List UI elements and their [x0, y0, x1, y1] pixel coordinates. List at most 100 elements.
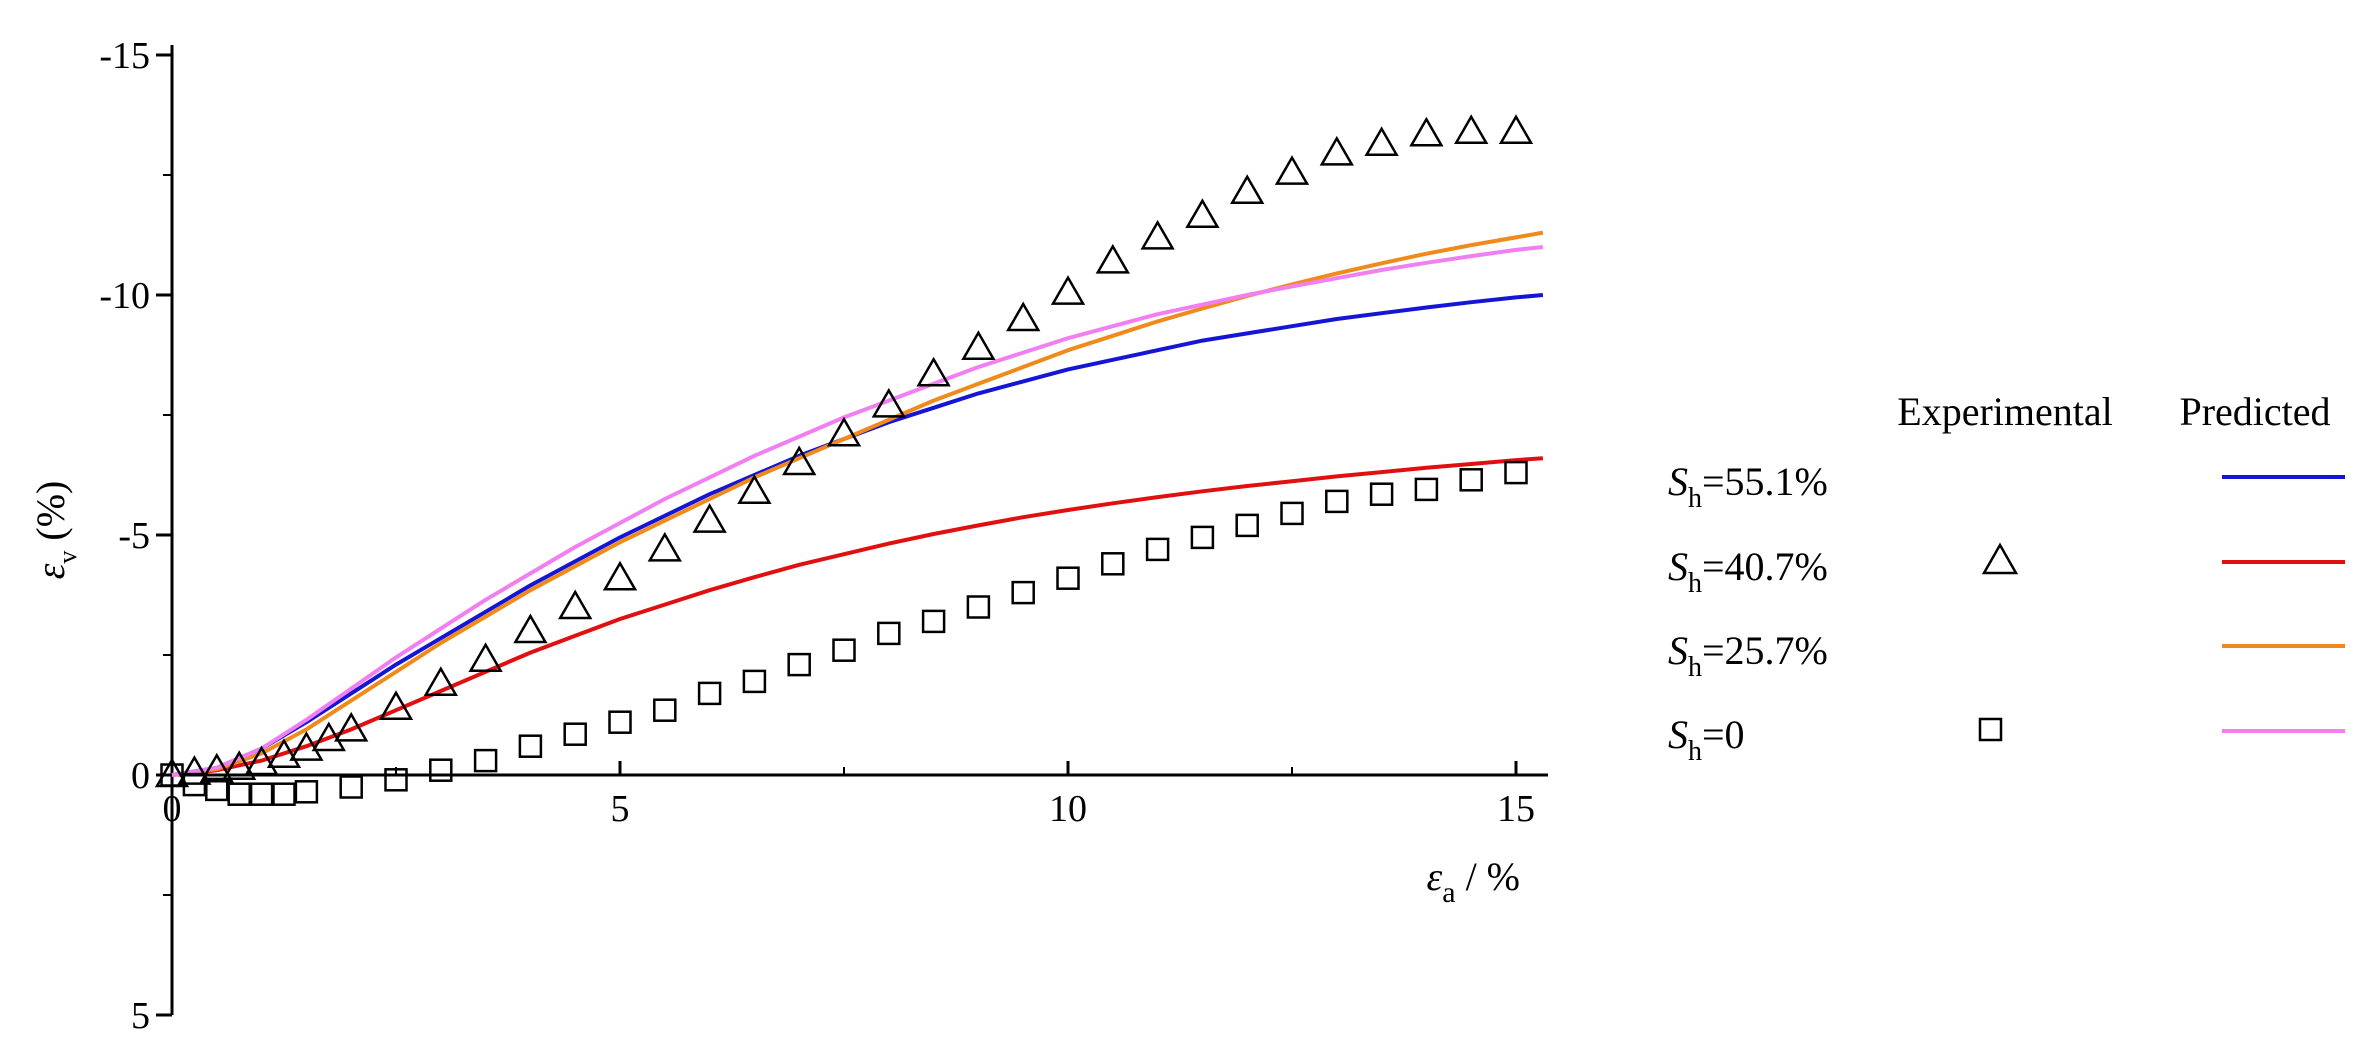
triangle-marker	[961, 330, 996, 361]
triangle-marker	[602, 560, 638, 591]
triangle-marker	[1498, 114, 1534, 145]
square-marker	[473, 748, 498, 773]
square-marker	[1280, 501, 1304, 526]
square-marker	[1101, 552, 1125, 576]
square-marker	[877, 621, 901, 646]
square-marker	[294, 780, 319, 804]
legend-row-2: Sh=40.7%	[1668, 542, 2345, 599]
square-marker	[742, 669, 767, 694]
triangle-marker	[782, 445, 817, 476]
triangle-marker	[468, 642, 503, 673]
square-marker	[1190, 525, 1215, 550]
triangle-marker	[423, 666, 458, 697]
legend-row-3: Sh=25.7%	[1668, 628, 2345, 683]
legend-triangle-marker	[1981, 542, 2019, 575]
triangle-marker	[513, 613, 548, 644]
square-marker	[1414, 477, 1439, 502]
square-marker	[1369, 482, 1394, 506]
triangle-marker	[737, 474, 772, 505]
square-marker	[1011, 580, 1035, 605]
square-marker	[653, 698, 677, 722]
experimental-markers	[154, 114, 1534, 806]
square-marker	[832, 638, 856, 662]
x-tick-label: 15	[1497, 788, 1535, 830]
triangle-marker	[311, 721, 346, 752]
square-marker	[249, 782, 274, 806]
predicted-line-4	[171, 245, 1544, 777]
square-marker	[1056, 566, 1080, 590]
predicted-line-1	[171, 293, 1544, 777]
triangle-marker	[266, 738, 302, 769]
square-marker	[429, 758, 453, 782]
triangle-marker	[916, 356, 951, 387]
square-marker	[160, 763, 184, 787]
x-tick-label: 5	[611, 788, 630, 830]
predicted-curves	[171, 230, 1544, 777]
square-marker	[608, 710, 632, 734]
square-marker	[384, 768, 408, 792]
square-marker	[1459, 468, 1483, 492]
square-marker	[1235, 513, 1259, 538]
x-axis-label: εa / %	[1426, 854, 1520, 909]
legend-header-experimental: Experimental	[1897, 389, 2112, 434]
square-marker	[518, 734, 543, 758]
y-axis-label: εv (%)	[28, 481, 82, 580]
triangle-marker	[222, 750, 257, 781]
legend-label: Sh=0	[1668, 712, 1745, 767]
square-marker	[966, 595, 991, 619]
legend-row-4: Sh=0	[1668, 712, 2345, 767]
y-tick-label: -15	[99, 35, 150, 77]
ticks: 0 5 10 15 -15 -10 -5 0 5	[99, 35, 1535, 1037]
triangle-marker	[1364, 126, 1399, 157]
triangle-marker	[826, 416, 862, 447]
triangle-marker	[692, 503, 727, 533]
x-tick-label: 0	[163, 788, 182, 830]
triangle-marker	[1454, 114, 1489, 145]
square-marker	[921, 609, 946, 634]
triangle-marker	[1006, 301, 1041, 332]
square-marker	[205, 777, 229, 802]
square-marker	[1504, 460, 1528, 485]
triangle-marker	[1274, 155, 1310, 185]
square-marker	[787, 652, 811, 677]
triangle-marker	[1140, 219, 1175, 250]
triangle-marker	[289, 731, 324, 761]
square-marker	[227, 782, 251, 806]
triangle-marker	[334, 711, 369, 742]
predicted-line-3	[171, 230, 1544, 777]
square-marker	[339, 775, 363, 799]
triangle-marker	[244, 745, 279, 776]
axis-labels: εa / % εv (%)	[28, 481, 1520, 909]
legend-square-marker	[1978, 717, 2003, 742]
legend-label: Sh=40.7%	[1668, 544, 1828, 599]
legend-header-predicted: Predicted	[2179, 389, 2330, 434]
square-marker	[563, 722, 587, 746]
y-tick-label: -5	[118, 515, 150, 557]
triangle-marker	[1230, 174, 1265, 205]
y-tick-label: -10	[99, 275, 150, 317]
y-tick-label: 5	[131, 995, 150, 1037]
predicted-line-2	[171, 456, 1544, 777]
triangle-marker	[1185, 198, 1220, 229]
triangle-marker	[1409, 116, 1444, 147]
legend: Experimental Predicted Sh=55.1% Sh=40.7%…	[1668, 389, 2345, 767]
y-tick-label: 0	[131, 755, 150, 797]
square-marker	[1325, 489, 1349, 514]
square-marker	[272, 782, 296, 806]
triangle-marker	[1095, 243, 1130, 274]
square-marker	[697, 681, 722, 706]
legend-label: Sh=55.1%	[1668, 459, 1828, 514]
axes	[170, 45, 1548, 1015]
triangle-marker	[1050, 275, 1086, 305]
triangle-marker	[199, 752, 234, 783]
triangle-marker	[647, 531, 682, 562]
triangle-marker	[558, 589, 593, 620]
triangle-marker	[177, 755, 212, 785]
triangle-marker	[871, 387, 906, 418]
square-marker	[182, 772, 207, 797]
triangle-marker	[378, 690, 414, 721]
legend-label: Sh=25.7%	[1668, 628, 1828, 683]
square-marker	[1145, 537, 1170, 562]
x-tick-label: 10	[1049, 788, 1087, 830]
